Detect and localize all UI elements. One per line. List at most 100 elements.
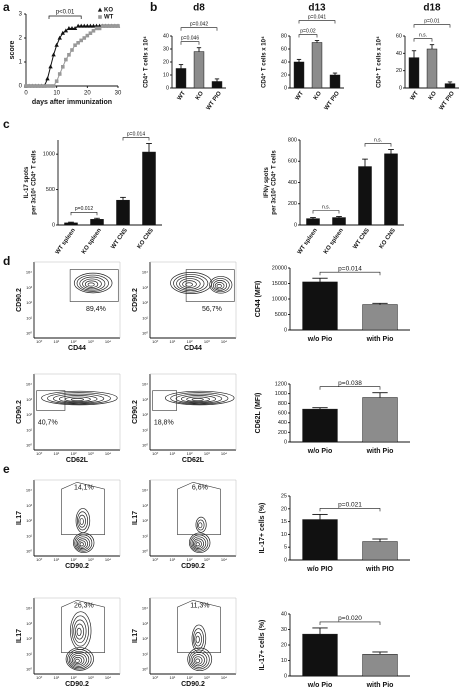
significance-label: p=0.046 — [181, 36, 199, 42]
bar — [142, 151, 156, 226]
contour — [180, 395, 217, 403]
gate-percent: 14,1% — [74, 484, 94, 491]
bar — [64, 222, 78, 226]
marker — [54, 42, 59, 47]
panel-label: d — [3, 254, 10, 268]
axis-tick-label: 10¹ — [142, 651, 148, 656]
axis-tick-label: 10¹ — [53, 557, 59, 562]
y-tick-label: 600 — [278, 410, 287, 416]
contour — [216, 283, 222, 289]
marker — [79, 23, 84, 28]
marker — [57, 72, 62, 76]
panel-label: b — [150, 0, 157, 14]
bar — [311, 42, 323, 89]
bar — [362, 654, 398, 677]
axis-tick-label: 10⁴ — [26, 270, 32, 275]
x-tick-label: WT — [410, 90, 420, 101]
axis-tick-label: 10⁰ — [152, 339, 158, 344]
bar — [362, 541, 398, 561]
y-tick-label: 1000 — [275, 391, 287, 397]
marker — [60, 30, 65, 35]
y-axis-label: per 3x10⁵ CD4⁺ T cells — [270, 150, 277, 215]
axis-tick-label: 10³ — [142, 621, 148, 626]
marker — [61, 65, 65, 69]
contour — [73, 619, 87, 644]
y-tick-label: 25 — [281, 493, 287, 499]
bar — [362, 397, 398, 443]
contour — [87, 282, 95, 287]
contour — [75, 536, 91, 551]
axis-tick-label: 10⁴ — [221, 451, 227, 456]
axis-tick-label: 10³ — [204, 675, 210, 680]
contour — [75, 623, 84, 640]
y-tick-label: 20 — [281, 642, 287, 648]
marker — [75, 23, 81, 28]
marker — [110, 24, 114, 28]
axis-tick-label: 10² — [142, 636, 148, 641]
y-tick-label: 500 — [46, 187, 55, 193]
y-axis-label: IL17 — [132, 511, 139, 525]
y-tick-label: 20 — [163, 59, 169, 65]
contour — [78, 514, 86, 528]
bracket — [312, 210, 340, 214]
axis-tick-label: 10⁴ — [26, 488, 32, 493]
y-tick-label: 60 — [281, 46, 287, 52]
marker — [54, 79, 59, 83]
bar — [90, 219, 104, 226]
axis-tick-label: 10⁴ — [105, 675, 111, 680]
y-tick-label: 20 — [396, 68, 402, 74]
gate-percent: 6,6% — [192, 484, 208, 491]
y-axis-label: IL17 — [132, 629, 139, 643]
bracket — [364, 143, 392, 147]
bar — [329, 74, 341, 89]
axis-tick-label: 10⁴ — [142, 488, 148, 493]
bracket — [70, 211, 98, 216]
marker — [91, 29, 96, 33]
x-tick-label: WT — [177, 90, 187, 101]
y-tick-label: 15 — [281, 519, 287, 525]
axis-tick-label: 10⁰ — [142, 549, 148, 554]
y-axis-label: CD4⁺ T cells x 10⁴ — [261, 36, 268, 88]
contour — [209, 276, 233, 294]
x-tick-label: w/o PIO — [306, 566, 333, 573]
contour — [196, 519, 205, 531]
x-axis-label: CD62L — [182, 457, 205, 464]
y-tick-label: 20000 — [272, 265, 287, 271]
y-tick-label: 0 — [284, 439, 287, 445]
contour — [212, 280, 228, 291]
marker — [51, 52, 56, 57]
gate — [69, 269, 119, 302]
marker — [69, 26, 75, 30]
bar — [211, 81, 223, 89]
axis-tick-label: 10⁴ — [221, 675, 227, 680]
x-tick-label: with Pio — [366, 682, 394, 689]
contour — [75, 508, 91, 534]
marker — [67, 53, 71, 57]
axis-tick-label: 10² — [142, 412, 148, 417]
axis-tick-label: 10² — [71, 557, 77, 562]
marker — [88, 31, 93, 35]
y-tick-label: 1 — [19, 60, 23, 66]
y-tick-label: 0 — [166, 85, 169, 91]
axis-tick-label: 10³ — [204, 557, 210, 562]
significance-label: p=0.01 — [424, 18, 440, 24]
contour — [76, 511, 89, 531]
significance-label: p=0.021 — [338, 502, 362, 509]
bracket — [413, 24, 451, 28]
y-tick-label: 10 — [163, 72, 169, 78]
bar — [193, 51, 205, 89]
significance-label: n.s. — [419, 32, 427, 38]
contour — [194, 632, 202, 647]
y-axis-label: IL17 — [16, 629, 23, 643]
contour — [195, 542, 200, 547]
axis-tick-label: 10² — [187, 451, 193, 456]
contour — [70, 653, 87, 667]
contour — [65, 647, 94, 671]
y-axis-label: IL-17+ cells (%) — [259, 620, 266, 671]
x-tick-label: 20 — [84, 91, 91, 97]
axis-tick-label: 10¹ — [142, 533, 148, 538]
significance-label: p=0.038 — [338, 380, 362, 387]
contour — [68, 651, 90, 669]
